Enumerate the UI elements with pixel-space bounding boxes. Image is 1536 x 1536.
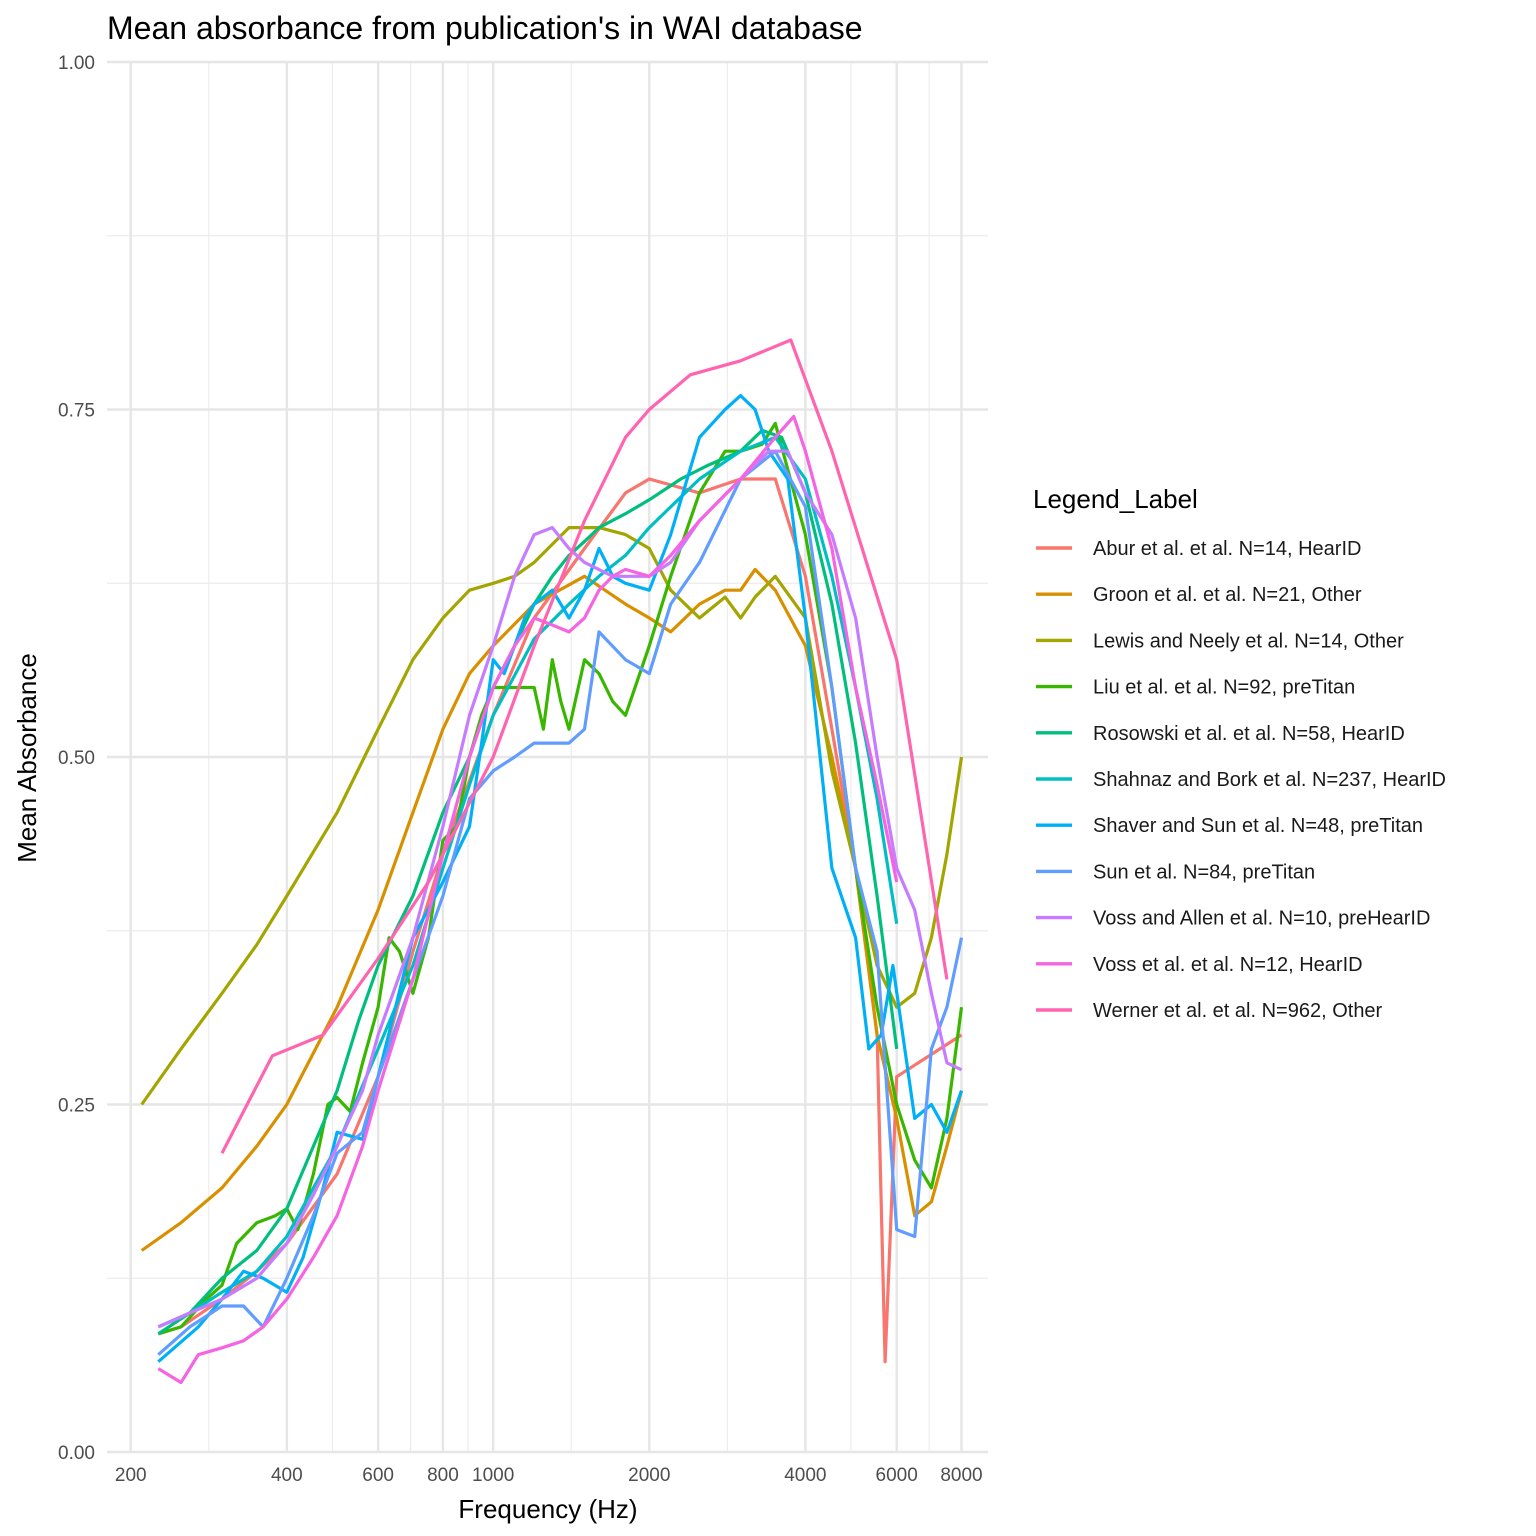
legend-label-9: Voss and Allen et al. N=10, preHearID xyxy=(1093,908,1430,930)
legend-label-3: Lewis and Neely et al. N=14, Other xyxy=(1093,630,1404,652)
series-line-8 xyxy=(157,449,964,1356)
series-line-9 xyxy=(157,449,963,1329)
y-tick-label: 0.00 xyxy=(58,1443,95,1464)
x-tick-label: 8000 xyxy=(940,1465,982,1486)
series-line-5 xyxy=(157,428,899,1336)
legend-label-1: Abur et al. et al. N=14, HearID xyxy=(1093,538,1361,560)
series-line-6 xyxy=(157,435,899,1329)
y-tick-label: 1.00 xyxy=(58,53,95,74)
legend-items: Abur et al. et al. N=14, HearID Groon et … xyxy=(1036,538,1446,1022)
y-tick-label: 0.50 xyxy=(58,748,95,769)
y-tick-label: 0.25 xyxy=(58,1096,95,1117)
x-tick-label: 4000 xyxy=(784,1465,826,1486)
legend-title: Legend_Label xyxy=(1033,484,1198,514)
y-tick-label: 0.75 xyxy=(58,401,95,422)
x-tick-label: 800 xyxy=(427,1465,459,1486)
legend-label-4: Liu et al. et al. N=92, preTitan xyxy=(1093,677,1355,699)
series-line-10 xyxy=(157,414,899,1385)
legend-label-5: Rosowski et al. et al. N=58, HearID xyxy=(1093,723,1405,745)
series-line-7 xyxy=(157,394,964,1363)
legend-label-6: Shahnaz and Bork et al. N=237, HearID xyxy=(1093,769,1446,791)
grid xyxy=(107,60,988,1454)
legend-label-7: Shaver and Sun et al. N=48, preTitan xyxy=(1093,815,1423,837)
x-axis-ticks: 200 400 600 800 1000 2000 4000 6000 8000 xyxy=(115,1465,983,1486)
series-line-2 xyxy=(140,567,964,1252)
legend-label-2: Groon et al. et al. N=21, Other xyxy=(1093,584,1362,606)
x-tick-label: 2000 xyxy=(628,1465,670,1486)
y-axis-ticks: 0.00 0.25 0.50 0.75 1.00 xyxy=(58,53,95,1464)
series-line-4 xyxy=(157,421,964,1336)
x-tick-label: 1000 xyxy=(472,1465,514,1486)
chart-title: Mean absorbance from publication's in WA… xyxy=(107,10,863,46)
y-axis-title: Mean Absorbance xyxy=(12,653,42,863)
x-tick-label: 6000 xyxy=(876,1465,918,1486)
x-tick-label: 200 xyxy=(115,1465,147,1486)
legend-label-10: Voss et al. et al. N=12, HearID xyxy=(1093,954,1363,976)
x-tick-label: 400 xyxy=(271,1465,303,1486)
legend-label-11: Werner et al. et al. N=962, Other xyxy=(1093,1000,1383,1022)
x-tick-label: 600 xyxy=(362,1465,394,1486)
series-group xyxy=(140,338,964,1385)
series-line-11 xyxy=(220,338,949,1154)
x-axis-title: Frequency (Hz) xyxy=(458,1494,637,1524)
legend: Legend_Label Abur et al. et al. N=14, He… xyxy=(1033,484,1446,1022)
legend-label-8: Sun et al. N=84, preTitan xyxy=(1093,861,1315,883)
